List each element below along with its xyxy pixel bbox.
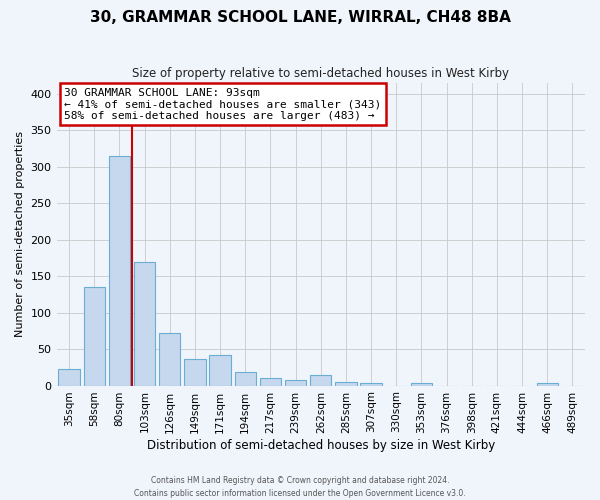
Bar	[109, 156, 130, 386]
Bar	[285, 380, 307, 386]
Bar	[260, 378, 281, 386]
Y-axis label: Number of semi-detached properties: Number of semi-detached properties	[15, 132, 25, 338]
Bar	[209, 355, 231, 386]
Bar	[235, 372, 256, 386]
Bar	[536, 382, 558, 386]
X-axis label: Distribution of semi-detached houses by size in West Kirby: Distribution of semi-detached houses by …	[146, 440, 495, 452]
Text: 30 GRAMMAR SCHOOL LANE: 93sqm
← 41% of semi-detached houses are smaller (343)
58: 30 GRAMMAR SCHOOL LANE: 93sqm ← 41% of s…	[64, 88, 382, 121]
Text: 30, GRAMMAR SCHOOL LANE, WIRRAL, CH48 8BA: 30, GRAMMAR SCHOOL LANE, WIRRAL, CH48 8B…	[89, 10, 511, 25]
Bar	[310, 376, 331, 386]
Bar	[58, 369, 80, 386]
Title: Size of property relative to semi-detached houses in West Kirby: Size of property relative to semi-detach…	[132, 68, 509, 80]
Bar	[83, 287, 105, 386]
Bar	[361, 382, 382, 386]
Text: Contains HM Land Registry data © Crown copyright and database right 2024.
Contai: Contains HM Land Registry data © Crown c…	[134, 476, 466, 498]
Bar	[411, 384, 432, 386]
Bar	[335, 382, 356, 386]
Bar	[184, 358, 206, 386]
Bar	[134, 262, 155, 386]
Bar	[159, 333, 181, 386]
